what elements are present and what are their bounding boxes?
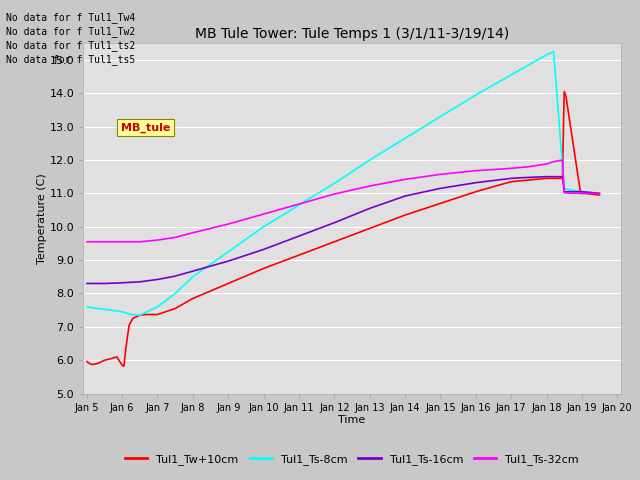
Legend: Tul1_Tw+10cm, Tul1_Ts-8cm, Tul1_Ts-16cm, Tul1_Ts-32cm: Tul1_Tw+10cm, Tul1_Ts-8cm, Tul1_Ts-16cm,…: [121, 450, 583, 469]
Y-axis label: Temperature (C): Temperature (C): [36, 173, 47, 264]
Text: No data for f Tul1_Tw4
No data for f Tul1_Tw2
No data for f Tul1_ts2
No data for: No data for f Tul1_Tw4 No data for f Tul…: [6, 12, 136, 65]
X-axis label: Time: Time: [339, 415, 365, 425]
Title: MB Tule Tower: Tule Temps 1 (3/1/11-3/19/14): MB Tule Tower: Tule Temps 1 (3/1/11-3/19…: [195, 27, 509, 41]
Text: MB_tule: MB_tule: [121, 123, 170, 133]
